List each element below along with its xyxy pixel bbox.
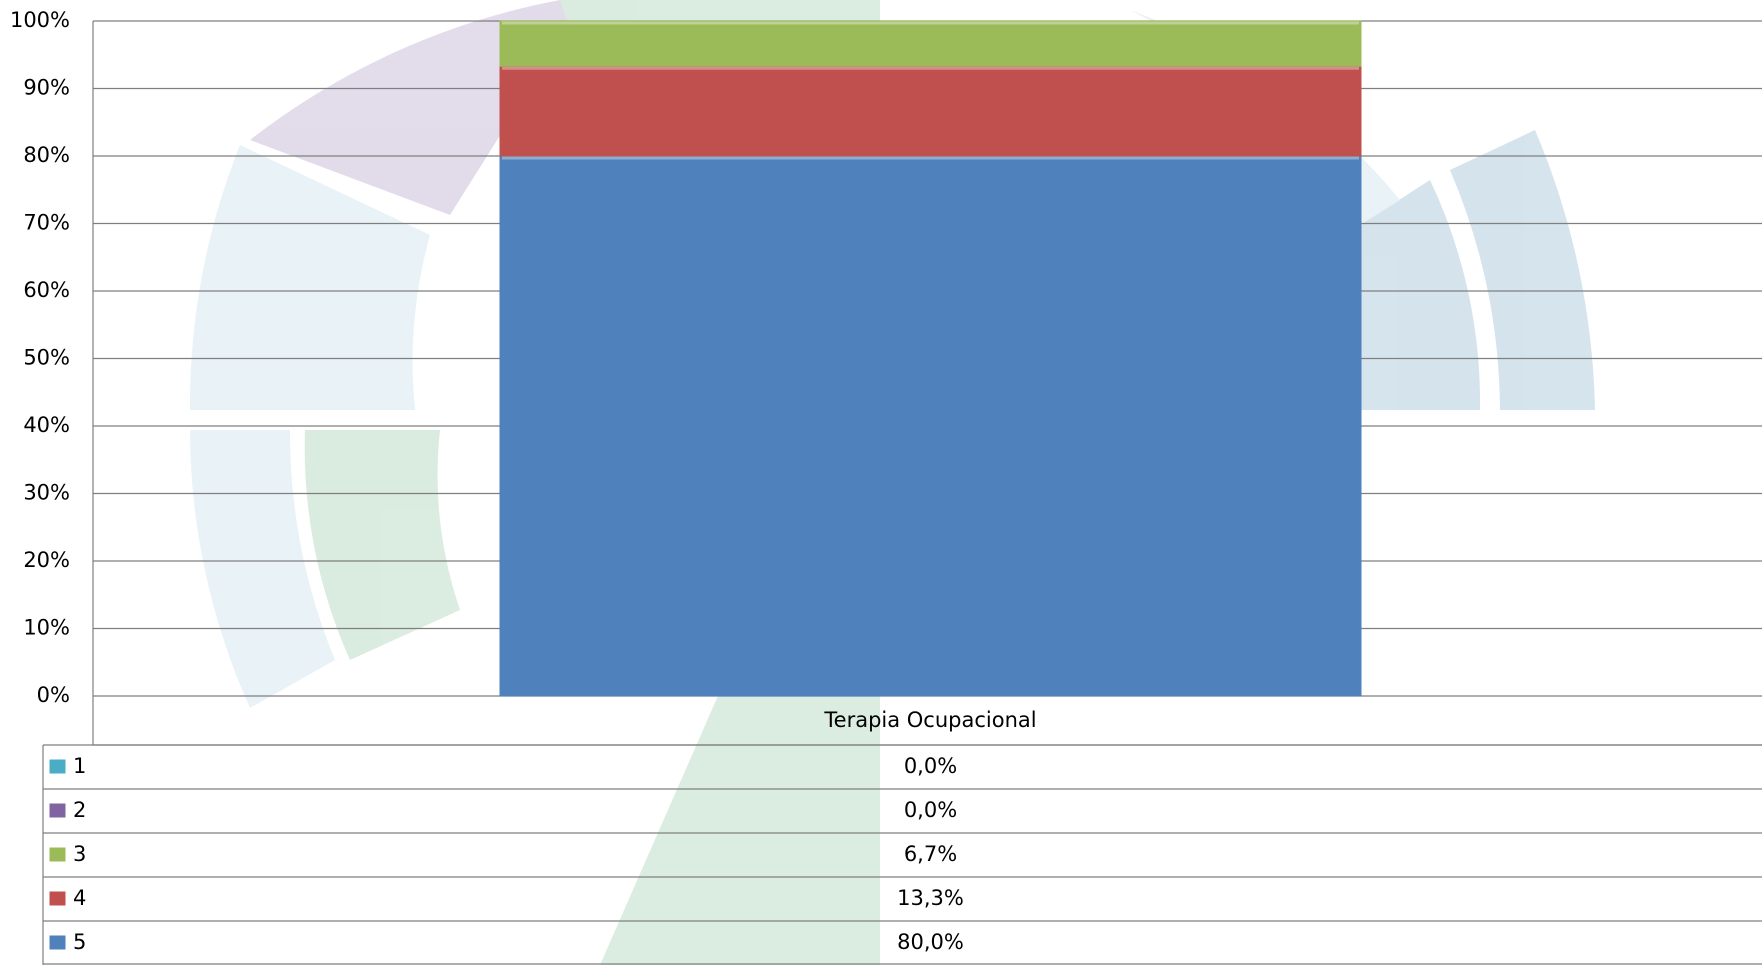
y-tick-label: 70% — [23, 211, 70, 235]
y-tick-label: 10% — [23, 616, 70, 640]
bar-segment — [499, 20, 1362, 67]
y-tick-label: 30% — [23, 481, 70, 505]
data-table-value: 0,0% — [904, 754, 957, 778]
data-table-value: 0,0% — [904, 798, 957, 822]
y-tick-label: 40% — [23, 413, 70, 437]
y-tick-label: 100% — [10, 8, 70, 32]
y-tick-label: 90% — [23, 76, 70, 100]
data-table-value: 6,7% — [904, 842, 957, 866]
y-tick-label: 80% — [23, 143, 70, 167]
legend-label: 5 — [73, 930, 86, 954]
y-tick-label: 50% — [23, 346, 70, 370]
data-table-value: 13,3% — [897, 886, 964, 910]
y-tick-label: 0% — [37, 683, 70, 707]
bar-segment — [499, 155, 1362, 697]
bar-segment — [499, 65, 1362, 157]
legend-key — [49, 935, 66, 950]
legend-key — [49, 891, 66, 906]
legend-key — [49, 847, 66, 862]
y-tick-label: 60% — [23, 278, 70, 302]
legend-label: 2 — [73, 798, 86, 822]
data-table-value: 80,0% — [897, 930, 964, 954]
category-label: Terapia Ocupacional — [823, 708, 1036, 732]
legend-key — [49, 803, 66, 818]
legend-label: 1 — [73, 754, 86, 778]
legend-label: 3 — [73, 842, 86, 866]
y-tick-label: 20% — [23, 548, 70, 572]
legend-key — [49, 759, 66, 774]
legend-label: 4 — [73, 886, 86, 910]
